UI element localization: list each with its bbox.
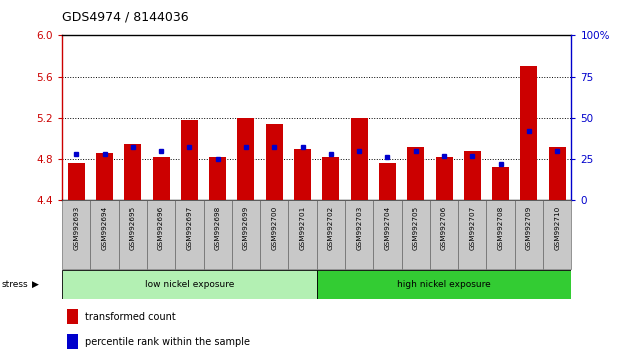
Bar bbox=[62, 270, 317, 298]
Bar bbox=[67, 309, 78, 324]
Text: GSM992702: GSM992702 bbox=[328, 206, 334, 250]
Bar bbox=[543, 200, 571, 269]
Bar bbox=[119, 200, 147, 269]
Bar bbox=[91, 200, 119, 269]
Bar bbox=[351, 118, 368, 200]
Bar bbox=[266, 124, 283, 200]
Bar bbox=[549, 147, 566, 200]
Text: GSM992693: GSM992693 bbox=[73, 206, 79, 250]
Bar bbox=[402, 200, 430, 269]
Text: GSM992703: GSM992703 bbox=[356, 206, 362, 250]
Text: GSM992710: GSM992710 bbox=[554, 206, 560, 250]
Text: GSM992695: GSM992695 bbox=[130, 206, 136, 250]
Bar bbox=[288, 200, 317, 269]
Text: GSM992698: GSM992698 bbox=[215, 206, 220, 250]
Bar bbox=[458, 200, 486, 269]
Text: GSM992707: GSM992707 bbox=[469, 206, 475, 250]
Text: GSM992704: GSM992704 bbox=[384, 206, 391, 250]
Bar bbox=[232, 200, 260, 269]
Bar bbox=[407, 147, 424, 200]
Bar bbox=[322, 157, 339, 200]
Bar bbox=[67, 334, 78, 349]
Text: stress: stress bbox=[1, 280, 28, 289]
Text: GSM992696: GSM992696 bbox=[158, 206, 164, 250]
Bar bbox=[464, 151, 481, 200]
Bar bbox=[62, 200, 91, 269]
Bar bbox=[204, 200, 232, 269]
Text: high nickel exposure: high nickel exposure bbox=[397, 280, 491, 289]
Bar bbox=[515, 200, 543, 269]
Bar bbox=[345, 200, 373, 269]
Text: low nickel exposure: low nickel exposure bbox=[145, 280, 234, 289]
Bar bbox=[147, 200, 175, 269]
Bar bbox=[294, 149, 311, 200]
Bar bbox=[175, 200, 204, 269]
Bar bbox=[379, 163, 396, 200]
Bar bbox=[486, 200, 515, 269]
Bar bbox=[209, 157, 226, 200]
Text: GSM992699: GSM992699 bbox=[243, 206, 249, 250]
Text: GSM992709: GSM992709 bbox=[526, 206, 532, 250]
Bar bbox=[124, 144, 142, 200]
Bar bbox=[96, 153, 113, 200]
Text: GSM992697: GSM992697 bbox=[186, 206, 193, 250]
Bar bbox=[317, 270, 571, 298]
Text: GSM992708: GSM992708 bbox=[497, 206, 504, 250]
Bar bbox=[68, 163, 84, 200]
Bar bbox=[237, 118, 255, 200]
Text: GDS4974 / 8144036: GDS4974 / 8144036 bbox=[62, 11, 189, 24]
Text: transformed count: transformed count bbox=[85, 312, 176, 322]
Bar bbox=[260, 200, 288, 269]
Bar bbox=[492, 167, 509, 200]
Text: percentile rank within the sample: percentile rank within the sample bbox=[85, 337, 250, 347]
Bar bbox=[181, 120, 198, 200]
Text: GSM992706: GSM992706 bbox=[441, 206, 447, 250]
Bar bbox=[153, 157, 170, 200]
Bar bbox=[317, 200, 345, 269]
Text: GSM992700: GSM992700 bbox=[271, 206, 277, 250]
Bar bbox=[430, 200, 458, 269]
Text: GSM992701: GSM992701 bbox=[299, 206, 306, 250]
Text: GSM992705: GSM992705 bbox=[413, 206, 419, 250]
Text: GSM992694: GSM992694 bbox=[102, 206, 107, 250]
Bar bbox=[435, 157, 453, 200]
Bar bbox=[520, 66, 537, 200]
Text: ▶: ▶ bbox=[32, 280, 39, 289]
Bar bbox=[373, 200, 402, 269]
